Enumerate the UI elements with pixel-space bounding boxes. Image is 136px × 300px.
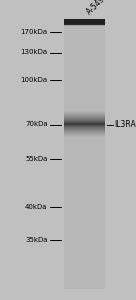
Text: 55kDa: 55kDa xyxy=(25,156,48,162)
Text: 100kDa: 100kDa xyxy=(21,76,48,82)
Text: IL3RA: IL3RA xyxy=(114,120,136,129)
Text: 40kDa: 40kDa xyxy=(25,204,48,210)
Text: 170kDa: 170kDa xyxy=(21,28,48,34)
Text: A-549: A-549 xyxy=(85,0,107,16)
Text: 130kDa: 130kDa xyxy=(21,50,48,56)
Text: 70kDa: 70kDa xyxy=(25,122,48,128)
Text: 35kDa: 35kDa xyxy=(25,237,48,243)
